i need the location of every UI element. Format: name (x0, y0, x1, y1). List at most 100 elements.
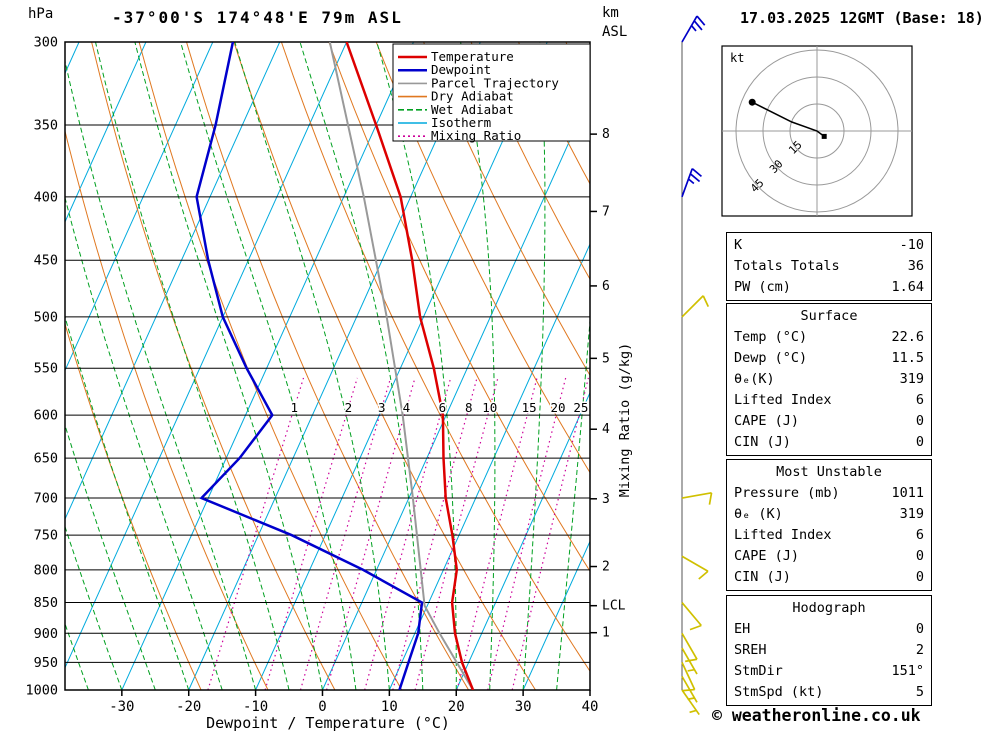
stat-row: Totals Totals 36 (734, 256, 924, 277)
wind-barb (681, 295, 710, 318)
svg-text:1: 1 (290, 400, 298, 415)
stat-row: SREH 2 (734, 640, 924, 661)
svg-text:300: 300 (34, 35, 58, 51)
stat-value: 6 (915, 392, 924, 408)
asl-unit-label: ASL (602, 24, 628, 40)
svg-text:Temperature: Temperature (431, 49, 514, 64)
stat-row: Temp (°C) 22.6 (734, 327, 924, 348)
hodograph-endpoint-dot (748, 98, 756, 106)
svg-text:0: 0 (318, 699, 326, 715)
svg-text:800: 800 (34, 562, 58, 578)
station-title: -37°00'S 174°48'E 79m ASL (112, 8, 403, 27)
svg-text:10: 10 (482, 400, 497, 415)
stat-label: StmSpd (kt) (734, 684, 824, 700)
stat-row: CIN (J) 0 (734, 567, 924, 588)
svg-text:950: 950 (34, 655, 58, 671)
profile-lines (195, 42, 475, 690)
pressure-tick-labels: 300 350 400 450 500 550 600 650 700 750 800 850 900 9… (25, 35, 58, 699)
svg-text:10: 10 (381, 699, 398, 715)
svg-text:2: 2 (345, 400, 353, 415)
hodograph-box-title: Hodograph (792, 600, 866, 616)
wind-barb (681, 689, 700, 716)
stat-value: 2 (915, 642, 924, 658)
mixing-ratio-labels: 1 2 3 4 6 8 10 15 20 25 (289, 398, 590, 416)
mixing-ratio-axis-label: Mixing Ratio (g/kg) (617, 343, 633, 497)
stat-label: θₑ(K) (734, 371, 775, 387)
stat-row: Dewp (°C) 11.5 (734, 348, 924, 369)
svg-text:350: 350 (34, 117, 58, 133)
height-axis-unit: km ASL (602, 4, 627, 42)
stat-label: θₑ (K) (734, 506, 783, 522)
stat-row: PW (cm) 1.64 (734, 277, 924, 298)
stat-value: 0 (915, 548, 924, 564)
svg-text:Dewpoint / Temperature (°C): Dewpoint / Temperature (°C) (206, 714, 450, 732)
svg-text:550: 550 (34, 361, 58, 377)
stat-label: CIN (J) (734, 569, 791, 585)
stat-value: 6 (915, 527, 924, 543)
stat-value: 0 (915, 621, 924, 637)
stat-label: CAPE (J) (734, 413, 800, 429)
stat-row: EH 0 (734, 619, 924, 640)
km-unit-label: km (602, 5, 619, 21)
svg-text:6: 6 (602, 279, 610, 294)
stat-label: CIN (J) (734, 434, 791, 450)
svg-text:2: 2 (602, 560, 610, 575)
stat-value: 319 (899, 506, 924, 522)
wind-barb (681, 491, 713, 505)
svg-text:700: 700 (34, 491, 58, 507)
storm-motion-marker (821, 133, 827, 139)
svg-text:3: 3 (602, 492, 610, 507)
stat-label: K (734, 237, 743, 253)
svg-text:6: 6 (439, 400, 447, 415)
stat-value: 319 (899, 371, 924, 387)
svg-text:900: 900 (34, 626, 58, 642)
stat-label: CAPE (J) (734, 548, 800, 564)
stat-value: 0 (915, 413, 924, 429)
svg-text:-30: -30 (109, 699, 134, 715)
hodograph-trace (751, 101, 825, 137)
stat-value: 151° (891, 663, 924, 679)
wind-barb (681, 167, 702, 198)
stat-label: PW (cm) (734, 279, 791, 295)
svg-text:5: 5 (602, 351, 610, 366)
hodograph-stats-box: Hodograph EH 0 SREH 2 StmDir 151° StmSpd (k… (726, 595, 932, 706)
wind-barb (681, 662, 696, 692)
svg-text:Wet Adiabat: Wet Adiabat (431, 102, 514, 117)
svg-text:20: 20 (550, 400, 565, 415)
stat-label: Totals Totals (734, 258, 840, 274)
stat-row: θₑ(K) 319 (734, 369, 924, 390)
svg-text:Parcel Trajectory: Parcel Trajectory (431, 75, 559, 90)
pressure-axis-unit: hPa (28, 6, 54, 22)
stat-row: θₑ (K) 319 (734, 504, 924, 525)
mixing-ratio-lines (207, 377, 589, 690)
svg-text:3: 3 (378, 400, 386, 415)
most-unstable-box: Most Unstable Pressure (mb) 1011 θₑ (K) 31… (726, 459, 932, 591)
svg-text:4: 4 (602, 422, 610, 437)
parcel-trajectory-line (328, 42, 474, 690)
stat-row: StmSpd (kt) 5 (734, 682, 924, 703)
svg-text:850: 850 (34, 595, 58, 611)
svg-text:40: 40 (582, 699, 599, 715)
svg-text:30: 30 (515, 699, 532, 715)
stat-value: 36 (907, 258, 924, 274)
stat-value: 5 (915, 684, 924, 700)
stat-value: 0 (915, 434, 924, 450)
stat-value: 22.6 (891, 329, 924, 345)
copyright: © weatheronline.co.uk (712, 706, 921, 725)
stat-row: StmDir 151° (734, 661, 924, 682)
datetime-title: 17.03.2025 12GMT (Base: 18) (740, 9, 984, 27)
svg-text:Dewpoint: Dewpoint (431, 62, 491, 77)
svg-text:1000: 1000 (25, 683, 58, 699)
stat-row: Lifted Index 6 (734, 390, 924, 411)
svg-text:Mixing Ratio (g/kg): Mixing Ratio (g/kg) (617, 343, 633, 497)
stat-row: CIN (J) 0 (734, 432, 924, 453)
svg-text:500: 500 (34, 309, 58, 325)
svg-text:-20: -20 (176, 699, 201, 715)
svg-text:25: 25 (573, 400, 588, 415)
most-unstable-box-title: Most Unstable (776, 464, 882, 480)
svg-text:Mixing Ratio: Mixing Ratio (431, 128, 521, 143)
svg-text:4: 4 (403, 400, 411, 415)
svg-text:-10: -10 (243, 699, 268, 715)
temperature-line (345, 42, 475, 690)
